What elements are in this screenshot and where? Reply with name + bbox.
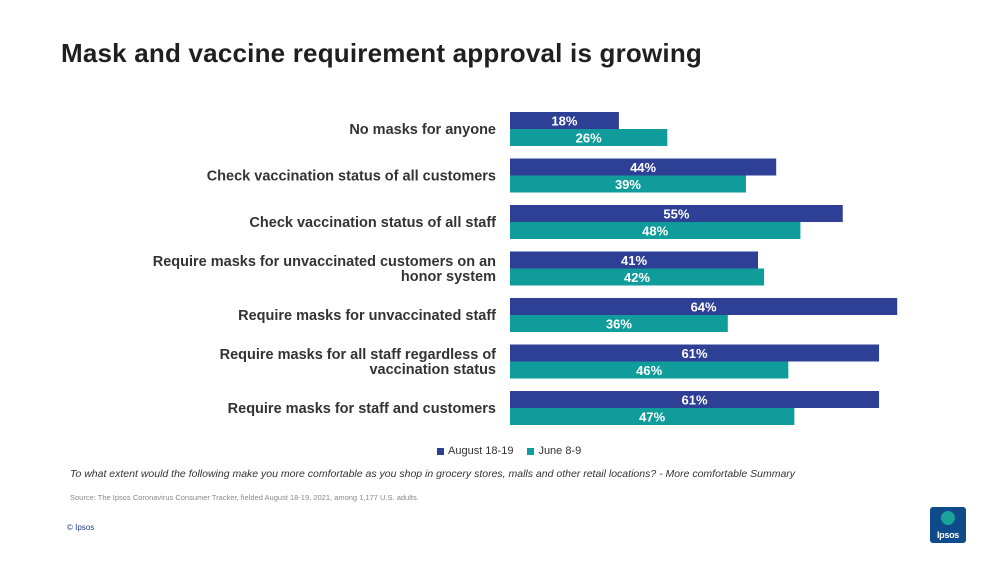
category-label-no-masks-for-anyone: No masks for anyone	[349, 122, 496, 138]
bar-june-8-9-no-masks-for-anyone	[510, 129, 668, 146]
data-label-june-8-9-require-masks-for-unvaccinated-customers-on-an-honor-system: 42%	[624, 270, 650, 285]
data-label-june-8-9-check-vaccination-status-of-all-staff: 48%	[642, 224, 668, 239]
bar-june-8-9-check-vaccination-status-of-all-customers	[510, 175, 746, 193]
bar-chart: No masks for anyone 18% 26% Check vaccinati…	[153, 112, 898, 425]
bar-august-18-19-no-masks-for-anyone	[510, 112, 619, 129]
data-label-june-8-9-require-masks-for-unvaccinated-staff: 36%	[606, 317, 632, 332]
bar-august-18-19-require-masks-for-unvaccinated-customers-on-an-honor-system	[510, 251, 759, 269]
bar-august-18-19-check-vaccination-status-of-all-staff	[510, 205, 843, 222]
legend-swatch-june	[527, 447, 535, 455]
bar-june-8-9-require-masks-for-unvaccinated-staff	[510, 315, 728, 332]
legend-item-june: June 8-9	[527, 445, 581, 457]
bar-june-8-9-check-vaccination-status-of-all-staff	[510, 222, 801, 239]
bar-august-18-19-check-vaccination-status-of-all-customers	[510, 158, 777, 176]
category-label-require-masks-for-unvaccinated-staff: Require masks for unvaccinated staff	[238, 308, 496, 324]
legend-label-june: June 8-9	[538, 445, 582, 457]
legend-swatch-august	[437, 447, 444, 455]
data-label-august-18-19-check-vaccination-status-of-all-staff: 55%	[663, 207, 689, 222]
chart-legend: August 18-19 June 8-9	[437, 445, 581, 457]
data-label-august-18-19-check-vaccination-status-of-all-customers: 44%	[630, 160, 656, 175]
page-title: Mask and vaccine requirement approval is…	[61, 38, 703, 68]
bar-june-8-9-require-masks-for-all-staff-regardless-of-vaccination-status	[510, 361, 789, 379]
survey-question: To what extent would the following make …	[70, 468, 796, 480]
category-label-check-vaccination-status-of-all-staff: Check vaccination status of all staff	[249, 215, 496, 231]
data-label-june-8-9-check-vaccination-status-of-all-customers: 39%	[615, 177, 641, 192]
data-label-august-18-19-require-masks-for-unvaccinated-staff: 64%	[691, 300, 717, 315]
data-label-june-8-9-require-masks-for-all-staff-regardless-of-vaccination-status: 46%	[636, 363, 662, 378]
bar-june-8-9-require-masks-for-staff-and-customers	[510, 408, 795, 425]
copyright: © Ipsos	[67, 523, 95, 532]
bar-june-8-9-require-masks-for-unvaccinated-customers-on-an-honor-system	[510, 268, 765, 286]
logo-mark-icon	[941, 511, 955, 525]
legend-item-august: August 18-19	[437, 445, 513, 457]
logo-wordmark: Ipsos	[936, 530, 959, 540]
source-note: Source: The Ipsos Coronavirus Consumer T…	[70, 493, 419, 502]
data-label-june-8-9-no-masks-for-anyone: 26%	[576, 131, 602, 146]
category-label-require-masks-for-unvaccinated-customers-on-an-honor-system: Require masks for unvaccinated customers…	[153, 254, 496, 285]
bar-august-18-19-require-masks-for-unvaccinated-staff	[510, 298, 898, 315]
data-label-june-8-9-require-masks-for-staff-and-customers: 47%	[639, 410, 665, 425]
data-label-august-18-19-require-masks-for-all-staff-regardless-of-vaccination-status: 61%	[682, 346, 708, 361]
bar-august-18-19-require-masks-for-all-staff-regardless-of-vaccination-status	[510, 344, 880, 362]
legend-label-august: August 18-19	[448, 445, 514, 457]
data-label-august-18-19-no-masks-for-anyone: 18%	[551, 114, 577, 129]
bar-august-18-19-require-masks-for-staff-and-customers	[510, 391, 880, 408]
data-label-august-18-19-require-masks-for-unvaccinated-customers-on-an-honor-system: 41%	[621, 253, 647, 268]
data-label-august-18-19-require-masks-for-staff-and-customers: 61%	[682, 393, 708, 408]
ipsos-logo: Ipsos	[930, 507, 966, 543]
category-label-require-masks-for-all-staff-regardless-of-vaccination-status: Require masks for all staff regardless o…	[220, 347, 497, 378]
category-label-check-vaccination-status-of-all-customers: Check vaccination status of all customer…	[207, 169, 496, 185]
category-label-require-masks-for-staff-and-customers: Require masks for staff and customers	[228, 401, 496, 417]
